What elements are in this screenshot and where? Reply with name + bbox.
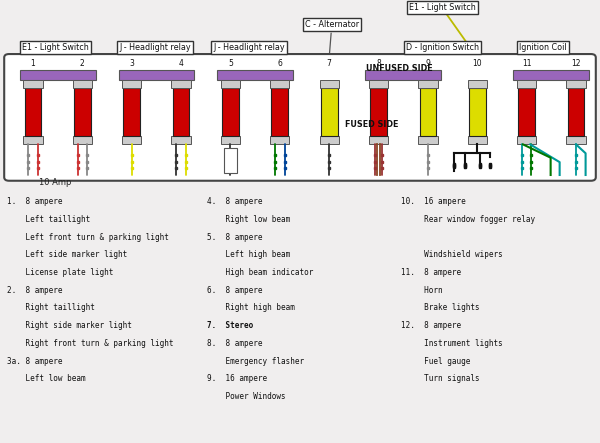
Text: 10 Amp: 10 Amp xyxy=(39,178,71,187)
Text: 7.  Stereo: 7. Stereo xyxy=(207,321,253,330)
Bar xyxy=(369,136,388,144)
Text: Rear window fogger relay: Rear window fogger relay xyxy=(401,215,535,224)
Bar xyxy=(418,80,437,88)
Bar xyxy=(514,70,589,80)
Bar xyxy=(221,80,240,88)
Text: Right high beam: Right high beam xyxy=(207,303,295,312)
Text: Horn: Horn xyxy=(401,286,442,295)
Bar xyxy=(172,80,191,88)
Bar xyxy=(517,80,536,88)
Text: 1.  8 ampere: 1. 8 ampere xyxy=(7,197,63,206)
Bar xyxy=(518,88,535,136)
Text: 6.  8 ampere: 6. 8 ampere xyxy=(207,286,263,295)
Bar xyxy=(172,136,191,144)
Text: Brake lights: Brake lights xyxy=(401,303,479,312)
Bar xyxy=(173,88,190,136)
Text: 3a. 8 ampere: 3a. 8 ampere xyxy=(7,357,63,365)
Bar xyxy=(23,80,43,88)
Text: 2.  8 ampere: 2. 8 ampere xyxy=(7,286,63,295)
Text: J - Headlight relay: J - Headlight relay xyxy=(119,43,191,52)
Bar xyxy=(20,70,95,80)
Text: Emergency flasher: Emergency flasher xyxy=(207,357,304,365)
Bar xyxy=(73,80,92,88)
Text: Instrument lights: Instrument lights xyxy=(401,339,503,348)
Bar xyxy=(467,80,487,88)
Bar xyxy=(224,148,237,173)
Text: E1 - Light Switch: E1 - Light Switch xyxy=(409,4,476,12)
Text: C - Alternator: C - Alternator xyxy=(305,20,359,29)
Bar xyxy=(568,88,584,136)
Bar xyxy=(119,70,194,80)
Bar xyxy=(369,80,388,88)
Text: License plate light: License plate light xyxy=(7,268,113,277)
Text: E1 - Light Switch: E1 - Light Switch xyxy=(22,43,89,52)
Text: Right taillight: Right taillight xyxy=(7,303,95,312)
Text: 4.  8 ampere: 4. 8 ampere xyxy=(207,197,263,206)
Bar xyxy=(467,136,487,144)
Bar xyxy=(122,136,142,144)
Text: 5: 5 xyxy=(228,59,233,68)
Text: 6: 6 xyxy=(277,59,282,68)
FancyBboxPatch shape xyxy=(4,54,596,181)
Text: 10: 10 xyxy=(472,59,482,68)
Text: FUSED SIDE: FUSED SIDE xyxy=(345,120,398,129)
Bar xyxy=(122,80,142,88)
Text: 5.  8 ampere: 5. 8 ampere xyxy=(207,233,263,241)
Text: High beam indicator: High beam indicator xyxy=(207,268,313,277)
Text: Right side marker light: Right side marker light xyxy=(7,321,132,330)
Text: 8.  8 ampere: 8. 8 ampere xyxy=(207,339,263,348)
Text: Left low beam: Left low beam xyxy=(7,374,86,383)
Bar xyxy=(469,88,485,136)
Text: 9: 9 xyxy=(425,59,430,68)
Bar xyxy=(566,136,586,144)
Text: 1: 1 xyxy=(31,59,35,68)
Bar xyxy=(270,136,289,144)
Text: 9.  16 ampere: 9. 16 ampere xyxy=(207,374,267,383)
Text: Right low beam: Right low beam xyxy=(207,215,290,224)
Bar xyxy=(419,88,436,136)
Text: Power Windows: Power Windows xyxy=(207,392,286,401)
Text: 8: 8 xyxy=(376,59,381,68)
Text: J - Headlight relay: J - Headlight relay xyxy=(213,43,285,52)
Bar xyxy=(271,88,288,136)
Text: Left front turn & parking light: Left front turn & parking light xyxy=(7,233,169,241)
Text: 12.  8 ampere: 12. 8 ampere xyxy=(401,321,461,330)
Text: 3: 3 xyxy=(129,59,134,68)
Bar xyxy=(566,80,586,88)
Text: UNFUSED SIDE: UNFUSED SIDE xyxy=(366,64,433,73)
Text: 10.  16 ampere: 10. 16 ampere xyxy=(401,197,466,206)
Bar xyxy=(217,70,293,80)
Bar xyxy=(25,88,41,136)
Text: 7: 7 xyxy=(327,59,332,68)
Text: Left high beam: Left high beam xyxy=(207,250,290,259)
Bar xyxy=(221,136,240,144)
Bar xyxy=(320,136,339,144)
Bar xyxy=(270,80,289,88)
Text: 11.  8 ampere: 11. 8 ampere xyxy=(401,268,461,277)
Bar xyxy=(74,88,91,136)
Bar xyxy=(222,88,239,136)
Text: Left side marker light: Left side marker light xyxy=(7,250,127,259)
Bar xyxy=(23,136,43,144)
Text: Turn signals: Turn signals xyxy=(401,374,479,383)
Bar xyxy=(73,136,92,144)
Bar xyxy=(320,80,339,88)
Bar xyxy=(418,136,437,144)
Bar xyxy=(370,88,387,136)
Text: Right front turn & parking light: Right front turn & parking light xyxy=(7,339,174,348)
Bar xyxy=(517,136,536,144)
Text: Fuel gauge: Fuel gauge xyxy=(401,357,470,365)
Bar xyxy=(124,88,140,136)
Text: 2: 2 xyxy=(80,59,85,68)
Text: Left taillight: Left taillight xyxy=(7,215,91,224)
Bar xyxy=(365,70,441,80)
Bar xyxy=(321,88,338,136)
Text: Windshield wipers: Windshield wipers xyxy=(401,250,503,259)
Text: D - Ignition Switch: D - Ignition Switch xyxy=(406,43,479,52)
Text: Ignition Coil: Ignition Coil xyxy=(519,43,567,52)
Text: 4: 4 xyxy=(179,59,184,68)
Text: 11: 11 xyxy=(522,59,532,68)
Text: 12: 12 xyxy=(571,59,581,68)
